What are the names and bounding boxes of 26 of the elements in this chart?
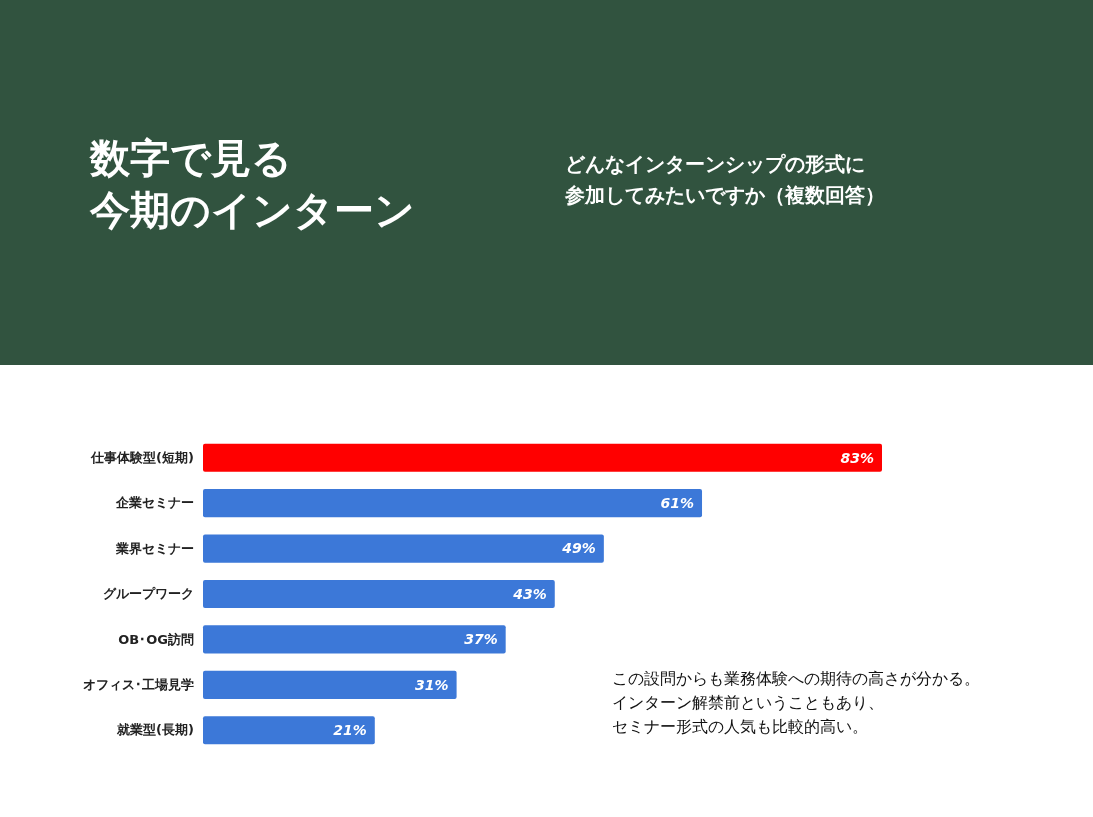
y-tick-label: オフィス･工場見学 — [83, 677, 194, 693]
bar — [203, 534, 604, 563]
chart-title: 数字で見る今期のインターン — [89, 135, 415, 233]
bar — [203, 489, 703, 518]
bar — [203, 716, 375, 745]
bar — [203, 579, 555, 609]
y-tick-label: 就業型(長期) — [116, 722, 194, 738]
y-tick-label: 企業セミナー — [115, 495, 194, 511]
annotation: インターン解禁前ということもあり、 — [612, 693, 884, 712]
data-label: 21% — [333, 722, 367, 739]
bar — [203, 443, 882, 472]
data-label: 83% — [840, 449, 874, 466]
y-tick-label: 業界セミナー — [115, 540, 194, 556]
bar — [203, 670, 457, 699]
data-label: 61% — [660, 495, 695, 512]
y-tick-label: OB･OG訪問 — [118, 631, 194, 647]
data-label: 43% — [512, 585, 547, 602]
data-label: 31% — [415, 676, 449, 693]
data-label: 49% — [561, 540, 596, 557]
annotation: この設問からも業務体験への期待の高さが分かる。 — [612, 669, 980, 688]
annotation: セミナー形式の人気も比較的高い。 — [612, 717, 868, 736]
chart-subtitle: どんなインターンシップの形式に参加してみたいですか（複数回答） — [564, 152, 885, 207]
bar — [203, 625, 506, 654]
y-tick-label: グループワーク — [103, 586, 194, 602]
y-tick-label: 仕事体験型(短期) — [90, 449, 194, 465]
data-label: 37% — [464, 631, 498, 648]
